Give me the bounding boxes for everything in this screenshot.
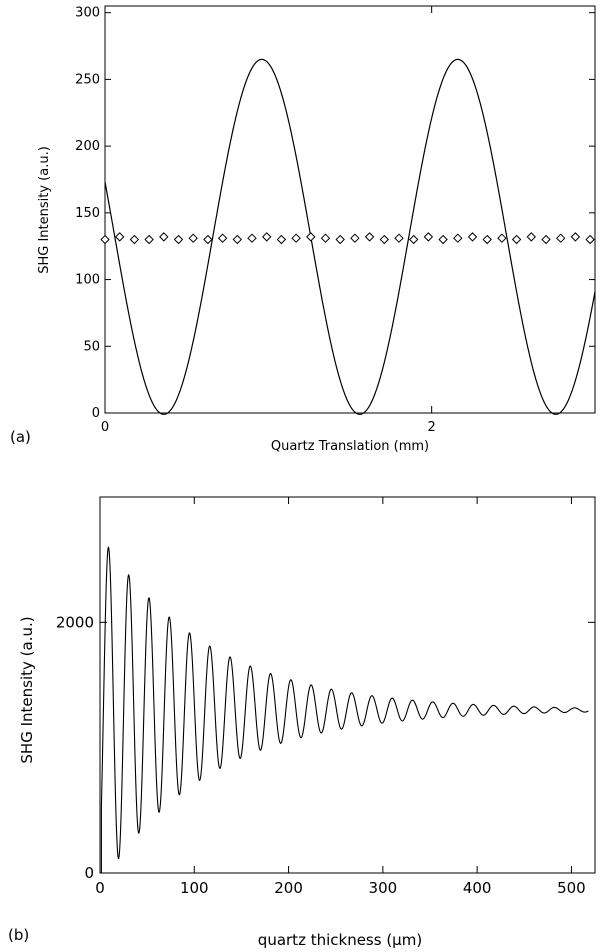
panel-a-plot-area (100, 58, 596, 415)
panel-a-y-axis-title: SHG Intensity (a.u.) (37, 146, 52, 274)
panel-a-diamond-point (320, 233, 331, 243)
panel-a-diamond-point (394, 233, 404, 243)
panel-a-diamond-point (114, 232, 125, 242)
panel-a-diamond-point (100, 234, 110, 245)
panel-b-x-tick-label: 100 (180, 879, 209, 897)
panel-a-y-tick-label: 50 (83, 339, 100, 354)
panel-a-diamond-point (570, 232, 581, 242)
panel-b-x-tick-label: 200 (274, 879, 303, 897)
panel-a-diamond-point (335, 234, 345, 245)
panel-b-y-axis-title: SHG Intensity (a.u.) (18, 616, 36, 763)
panel-a-diamond-point (497, 233, 507, 243)
panel-b-label: (b) (8, 926, 29, 944)
panel-a-series-curve (104, 58, 596, 415)
panel-a-diamond-point (144, 234, 154, 245)
panel-a-diamond-point (541, 234, 551, 245)
panel-b-x-tick-label: 400 (463, 879, 492, 897)
panel-b-y-ticks: 0 2000 (56, 613, 595, 882)
panel-a-y-tick-label: 0 (92, 406, 100, 421)
panel-a-diamond-point (423, 232, 434, 242)
panel-a-diamond-point (276, 234, 287, 245)
panel-b-x-tick-label: 0 (95, 879, 105, 897)
panel-a-diamond-point (203, 234, 213, 245)
panel-a-y-tick-label: 100 (75, 273, 100, 288)
panel-a-diamond-point (379, 234, 390, 245)
panel-a-y-tick-label: 200 (75, 139, 100, 154)
panel-a-y-tick-label: 300 (75, 6, 100, 21)
panel-a-diamond-point (585, 234, 595, 245)
panel-a-x-tick-label: 2 (428, 420, 436, 435)
panel-a-diamond-point (188, 233, 198, 243)
panel-a-y-tick-label: 250 (75, 72, 100, 87)
panel-a-plot-frame (104, 5, 596, 414)
panel-a-label: (a) (10, 428, 31, 446)
panel-a-x-axis-title: Quartz Translation (mm) (271, 439, 429, 454)
panel-a-diamond-point (526, 232, 537, 242)
panel-b-y-tick-label: 2000 (56, 613, 94, 631)
panel-b-plot-area (100, 546, 589, 873)
panel-b-y-tick-label: 0 (84, 864, 94, 882)
panel-a-diamond-point (511, 234, 522, 245)
panel-a-diamond-point (438, 234, 448, 245)
panel-a-y-ticks: 0 50 100 150 200 250 300 (75, 6, 595, 421)
panel-a-diamond-point (467, 232, 478, 242)
panel-a-diamond-point (350, 233, 360, 243)
panel-a-diamond-point (291, 233, 301, 243)
panel-a-diamond-point (408, 234, 419, 245)
panel-a-diamond-point (555, 233, 566, 243)
panel-a-diamond-point (364, 232, 375, 242)
panel-a-diamond-point (159, 232, 169, 242)
panel-a-x-tick-label: 0 (101, 420, 109, 435)
panel-b-plot-frame (99, 496, 596, 874)
panel-a-diamond-point (173, 234, 184, 245)
panel-b-x-tick-label: 500 (557, 879, 586, 897)
panel-a-diamond-point (482, 234, 492, 245)
panel-b-x-ticks: 0 100 200 300 400 500 (95, 497, 586, 897)
panel-b-series-curve (100, 546, 589, 873)
panel-b-x-axis-title: quartz thickness (μm) (258, 931, 422, 949)
panel-a-diamond-point (232, 234, 243, 245)
panel-a-y-tick-label: 150 (75, 206, 100, 221)
panel-a-diamond-point (247, 233, 257, 243)
panel-a-diamond-point (306, 232, 316, 242)
panel-a-diamond-point (217, 233, 228, 243)
panel-a-diamond-point (129, 234, 140, 245)
panel-a-diamond-point (261, 232, 272, 242)
panel-a-diamond-point (453, 233, 463, 243)
panel-b: 0 2000 0 100 200 300 400 500 SHG Intensity (a.… (8, 496, 596, 949)
panel-b-x-tick-label: 300 (369, 879, 398, 897)
